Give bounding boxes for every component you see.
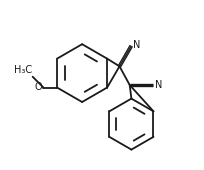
Text: N: N — [154, 80, 161, 90]
Text: O: O — [35, 82, 42, 92]
Text: N: N — [132, 40, 140, 50]
Text: H₃C: H₃C — [14, 65, 32, 75]
